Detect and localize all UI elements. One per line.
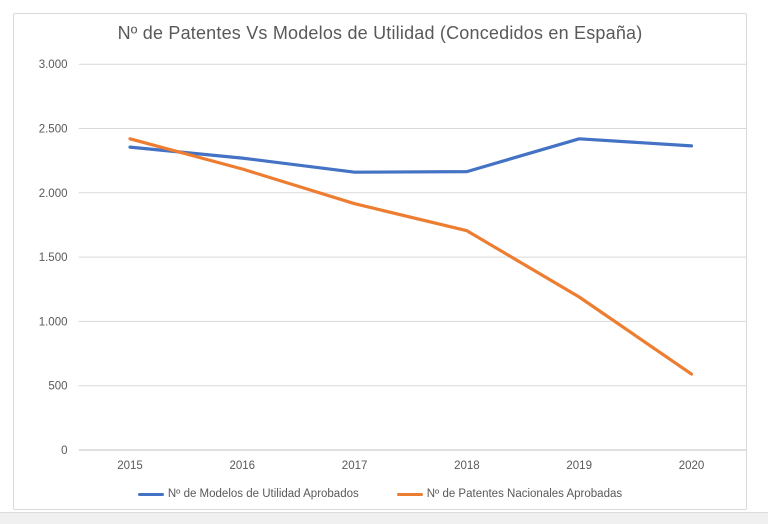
legend-line-swatch-blue bbox=[137, 492, 164, 496]
y-tick-label: 1.500 bbox=[39, 252, 68, 264]
x-tick-label: 2019 bbox=[566, 460, 592, 472]
legend-label-patentes-nacionales: Nº de Patentes Nacionales Aprobadas bbox=[426, 488, 623, 500]
y-tick-label: 3.000 bbox=[39, 59, 68, 71]
series-line-0 bbox=[128, 137, 694, 174]
x-tick-label: 2018 bbox=[454, 460, 480, 472]
y-tick-label: 2.500 bbox=[39, 124, 68, 136]
legend: Nº de Modelos de Utilidad Aprobados Nº d… bbox=[14, 488, 746, 500]
y-tick-label: 2.000 bbox=[39, 188, 68, 200]
plot-area: 0 500 1.000 1.500 2.000 2.500 3.000 2015 2016 201… bbox=[39, 59, 746, 472]
chart-container: 0 500 1.000 1.500 2.000 2.500 3.000 2015 2016 201… bbox=[13, 13, 747, 510]
y-tick-label: 0 bbox=[61, 445, 67, 457]
window-bottom-strip bbox=[0, 512, 768, 524]
series-line-1 bbox=[128, 137, 694, 376]
x-tick-label: 2017 bbox=[342, 460, 368, 472]
x-tick-label: 2015 bbox=[117, 460, 143, 472]
legend-line-swatch-orange bbox=[396, 492, 423, 496]
legend-item-modelos-utilidad: Nº de Modelos de Utilidad Aprobados bbox=[137, 488, 359, 500]
x-tick-label: 2020 bbox=[679, 460, 705, 472]
legend-item-patentes-nacionales: Nº de Patentes Nacionales Aprobadas bbox=[396, 488, 623, 500]
chart-title: Nº de Patentes Vs Modelos de Utilidad (C… bbox=[117, 23, 643, 43]
legend-label-modelos-utilidad: Nº de Modelos de Utilidad Aprobados bbox=[167, 488, 359, 500]
x-tick-label: 2016 bbox=[230, 460, 256, 472]
y-tick-label: 500 bbox=[48, 381, 67, 393]
y-tick-label: 1.000 bbox=[39, 316, 68, 328]
